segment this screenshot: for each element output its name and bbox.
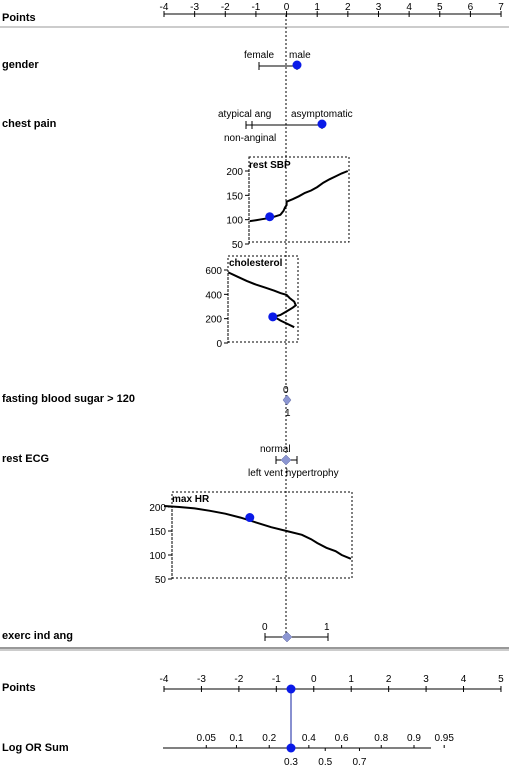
log-or-sum-tick-label: 0.05 <box>197 733 217 744</box>
max-hr-axis-tick-label: 50 <box>155 575 167 586</box>
points-axis-tick-label: 4 <box>406 2 412 13</box>
gender-cat-male: male <box>289 50 311 61</box>
variable-label-rest-ecg: rest ECG <box>2 453 49 465</box>
cholesterol-selected-point <box>268 312 278 322</box>
exerc-ang-cat-0: 0 <box>262 622 268 633</box>
points-axis-tick-label: -2 <box>221 2 230 13</box>
log-or-sum-tick-label: 0.9 <box>407 733 421 744</box>
exerc-ang-selected-marker <box>281 631 293 643</box>
points-axis-tick-label: -4 <box>160 2 169 13</box>
bottom-points-axis-tick-label: -3 <box>197 674 206 685</box>
log-or-sum-label: Log OR Sum <box>2 742 69 754</box>
cholesterol-axis-tick-label: 0 <box>216 339 222 350</box>
points-axis: -4 -3 -2 -1 0 1 2 3 4 5 6 7 <box>160 2 504 17</box>
bottom-points-axis-tick-label: 5 <box>498 674 504 685</box>
gender-cat-female: female <box>244 50 274 61</box>
cholesterol-axis-tick-label: 200 <box>205 315 222 326</box>
max-hr-selected-point <box>245 513 255 523</box>
variable-label-chest-pain: chest pain <box>2 118 57 130</box>
log-or-sum-selected-point <box>286 743 296 753</box>
rest-ecg-selected-marker <box>280 454 292 466</box>
bottom-points-axis-tick-label: -4 <box>160 674 169 685</box>
cholesterol-title: cholesterol <box>229 258 283 269</box>
rest-sbp-axis-tick-label: 100 <box>226 216 243 227</box>
rest-sbp-curve <box>249 170 349 223</box>
max-hr-axis-tick-label: 150 <box>149 527 166 538</box>
log-or-sum-tick-label: 0.8 <box>374 733 388 744</box>
points-axis-label: Points <box>2 12 36 24</box>
bottom-points-axis-tick-label: 2 <box>386 674 392 685</box>
rest-sbp-selected-point <box>265 212 275 222</box>
chest-pain-cat-atypical: atypical ang <box>218 109 271 120</box>
log-or-sum-tick-label: 0.5 <box>318 757 332 768</box>
log-or-sum-tick-label: 0.7 <box>353 757 367 768</box>
fbs-cat-0: 0 <box>283 385 289 396</box>
points-axis-tick-label: 1 <box>314 2 320 13</box>
variable-label-gender: gender <box>2 59 39 71</box>
bottom-points-label: Points <box>2 682 36 694</box>
rest-ecg-cat-lvh: left vent hypertrophy <box>248 468 339 479</box>
bottom-points-axis-tick-label: 4 <box>461 674 467 685</box>
bottom-points-axis-tick-label: -1 <box>272 674 281 685</box>
rest-sbp-axis: 50 100 150 200 <box>226 167 250 251</box>
cholesterol-axis-tick-label: 400 <box>205 290 222 301</box>
bottom-points-axis-tick-label: -2 <box>234 674 243 685</box>
chest-pain-cat-nonanginal: non-anginal <box>224 133 276 144</box>
log-or-sum-tick-label: 0.95 <box>434 733 454 744</box>
max-hr-title: max HR <box>172 494 210 505</box>
max-hr-axis-tick-label: 100 <box>149 551 166 562</box>
log-or-sum-ticks: 0.05 0.1 0.2 0.4 0.6 0.8 0.9 0.95 0.3 0.5 0.7 <box>197 733 455 768</box>
bottom-points-axis: -4 -3 -2 -1 0 1 2 3 4 5 <box>160 674 504 692</box>
rest-sbp-frame <box>248 156 350 243</box>
rest-sbp-axis-tick-label: 200 <box>226 167 243 178</box>
gender-selected-point <box>292 60 302 70</box>
variable-label-fasting-blood-sugar: fasting blood sugar > 120 <box>2 393 135 405</box>
bottom-points-axis-tick-label: 3 <box>423 674 429 685</box>
rest-sbp-axis-tick-label: 150 <box>226 191 243 202</box>
points-axis-tick-label: 2 <box>345 2 351 13</box>
bottom-points-selected-point <box>286 684 296 694</box>
points-axis-tick-label: -3 <box>190 2 199 13</box>
bottom-points-axis-tick-label: 1 <box>348 674 354 685</box>
points-axis-tick-label: 3 <box>376 2 382 13</box>
chest-pain-selected-point <box>317 119 327 129</box>
log-or-sum-tick-label: 0.2 <box>262 733 276 744</box>
cholesterol-axis-tick-label: 600 <box>205 266 222 277</box>
log-or-sum-tick-label: 0.6 <box>335 733 349 744</box>
chest-pain-cat-asymptomatic: asymptomatic <box>291 109 353 120</box>
points-axis-tick-label: 5 <box>437 2 443 13</box>
bottom-points-axis-tick-label: 0 <box>311 674 317 685</box>
exerc-ang-cat-1: 1 <box>324 622 330 633</box>
points-axis-tick-label: 0 <box>284 2 290 13</box>
max-hr-axis: 50 100 150 200 <box>149 503 173 586</box>
rest-sbp-title: rest SBP <box>249 160 291 171</box>
points-axis-tick-label: 6 <box>468 2 474 13</box>
log-or-sum-tick-label: 0.1 <box>230 733 244 744</box>
fbs-selected-marker <box>282 394 292 406</box>
rest-ecg-cat-normal: normal <box>260 444 291 455</box>
fbs-cat-1: 1 <box>285 408 291 419</box>
points-axis-tick-label: -1 <box>251 2 260 13</box>
points-axis-tick-label: 7 <box>498 2 504 13</box>
cholesterol-axis: 0 200 400 600 <box>205 266 229 350</box>
variable-label-exerc-ind-ang: exerc ind ang <box>2 630 73 642</box>
log-or-sum-tick-label: 0.4 <box>302 733 316 744</box>
rest-sbp-axis-tick-label: 50 <box>232 240 244 251</box>
log-or-sum-tick-label: 0.3 <box>284 757 298 768</box>
max-hr-curve <box>163 505 352 560</box>
max-hr-axis-tick-label: 200 <box>149 503 166 514</box>
